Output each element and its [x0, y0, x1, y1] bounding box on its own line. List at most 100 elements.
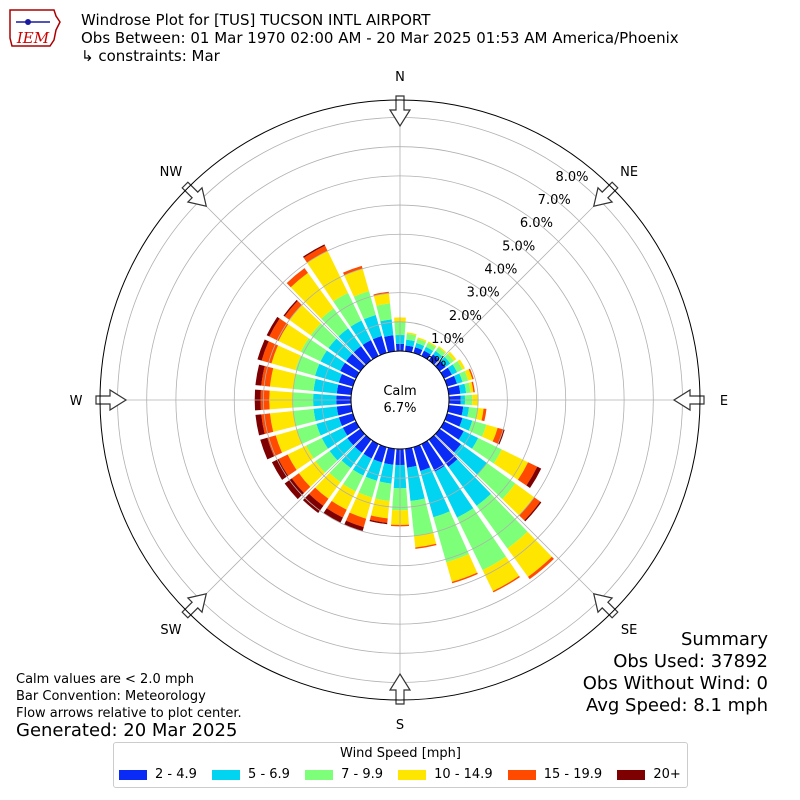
windrose-bar [406, 465, 425, 501]
windrose-bar [446, 553, 478, 582]
windrose-bar [296, 423, 321, 444]
windrose-bar [433, 350, 443, 360]
windrose-bar [451, 572, 478, 584]
logo-text: IEM [16, 29, 50, 47]
windrose-bar [468, 420, 487, 437]
radial-tick-label: 8.0% [555, 170, 588, 185]
windrose-bar [492, 575, 520, 593]
windrose-bar [362, 340, 379, 360]
compass-labels: N NE E SE S SW W NW [70, 70, 729, 733]
windrose-bar [346, 353, 365, 372]
windrose-bar [309, 487, 329, 506]
windrose-bar [307, 250, 349, 302]
grid-spoke [187, 434, 366, 613]
windrose-bar [261, 413, 274, 434]
windrose-bar [433, 511, 469, 563]
windrose-bar [459, 371, 469, 383]
windrose-bar [482, 556, 520, 592]
windrose-bar [373, 444, 387, 463]
windrose-bar [468, 382, 474, 393]
windrose-bar [502, 483, 535, 516]
windrose-bar [447, 405, 464, 416]
windrose-bar [293, 373, 316, 392]
windrose-bar [354, 435, 372, 453]
calm-value: 6.7% [383, 401, 416, 416]
legend-label: 10 - 14.9 [434, 767, 493, 782]
compass-label: NE [620, 165, 638, 180]
compass-label: SW [160, 623, 181, 638]
windrose-bar [336, 405, 353, 416]
outer-ring [99, 99, 701, 701]
flow-arrow-icon [672, 388, 705, 412]
windrose-bar [331, 484, 356, 510]
radial-tick-label: 4.0% [484, 263, 517, 278]
legend-row: 2 - 4.9 5 - 6.9 7 - 9.9 10 - 14.9 15 - 1… [119, 767, 692, 782]
windrose-bar [333, 292, 362, 327]
windrose-bar [452, 361, 463, 373]
legend-label: 2 - 4.9 [155, 767, 197, 782]
windrose-bar [384, 447, 395, 465]
windrose-bar [428, 435, 458, 467]
windrose-bar [461, 406, 470, 417]
legend-swatch [617, 769, 646, 780]
windrose-bar [372, 336, 387, 356]
windrose-bar [457, 508, 507, 571]
windrose-bar [329, 438, 354, 461]
windrose-bar [267, 435, 283, 457]
legend-swatch [398, 769, 427, 780]
windrose-bar [517, 462, 538, 486]
windrose-bar [524, 501, 542, 522]
windrose-bar [300, 338, 327, 362]
windrose-bar [467, 407, 478, 420]
windrose-bar [379, 463, 394, 484]
windrose-bar [406, 332, 417, 336]
chart-title: Windrose Plot for [TUS] TUCSON INTL AIRP… [81, 11, 431, 29]
windrose-bar [454, 444, 487, 475]
windrose-bar [457, 359, 466, 370]
windrose-bar [405, 345, 414, 353]
windrose-bar [275, 429, 302, 453]
windrose-bar [444, 375, 457, 387]
windrose-bar [338, 413, 356, 426]
windrose-bar [373, 293, 391, 306]
windrose-bar [421, 350, 431, 360]
windrose-bar [447, 351, 457, 361]
summary-obs-used: Obs Used: 37892 [613, 651, 768, 672]
windrose-bar [266, 316, 280, 337]
windrose-bar [352, 453, 372, 476]
windrose-bar [413, 444, 431, 471]
direction-spokes [100, 100, 700, 700]
windrose-bar [493, 449, 529, 480]
windrose-bar [427, 341, 437, 348]
compass-label: N [395, 70, 405, 85]
chart-subtitle: Obs Between: 01 Mar 1970 02:00 AM - 20 M… [81, 29, 679, 47]
windrose-bar [507, 531, 552, 577]
flow-arrow-shape [95, 388, 128, 412]
windrose-bar [435, 428, 461, 453]
windrose-bar [347, 428, 365, 446]
flow-arrow-icon [388, 672, 412, 705]
windrose-bar [295, 355, 320, 376]
windrose-bar [314, 363, 342, 383]
windrose-bar [255, 364, 265, 386]
radial-tick-label: 1.0% [431, 332, 464, 347]
bar-convention-note: Bar Convention: Meteorology [16, 689, 206, 704]
compass-label: SE [621, 623, 637, 638]
windrose-bar [406, 333, 417, 342]
windrose-bar [346, 512, 367, 528]
calm-label: Calm [383, 384, 416, 399]
windrose-bar [271, 345, 301, 371]
radial-tick-label: 6.0% [520, 216, 553, 231]
summary-avg-speed: Avg Speed: 8.1 mph [586, 695, 768, 716]
windrose-bars [254, 244, 554, 593]
legend-label: 20+ [653, 767, 681, 782]
windrose-bar [310, 323, 337, 349]
flow-arrow-shape [388, 672, 412, 705]
legend-label: 7 - 9.9 [341, 767, 383, 782]
windrose-bar [269, 318, 289, 341]
windrose-bar [353, 346, 372, 365]
windrose-bar [255, 414, 265, 436]
iowa-outline-icon: IEM [9, 9, 61, 47]
windrose-bar [454, 373, 463, 384]
